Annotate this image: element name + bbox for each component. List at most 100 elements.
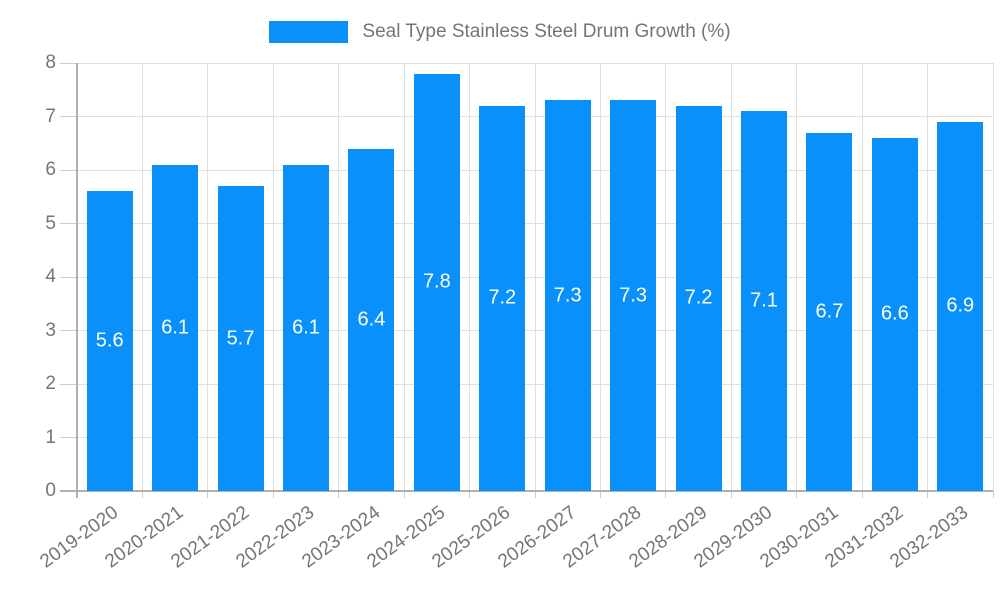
bar-value-label: 7.3 xyxy=(553,284,582,307)
bar: 7.2 xyxy=(479,105,526,491)
y-axis-label: 6 xyxy=(45,159,56,180)
x-axis-label: 2022-2023 xyxy=(232,502,319,573)
y-axis-tick xyxy=(60,437,77,438)
legend-swatch-icon xyxy=(269,21,349,43)
bar-value-label: 5.6 xyxy=(95,329,124,352)
bar: 6.6 xyxy=(871,137,918,491)
bar-value-label: 7.1 xyxy=(750,289,778,312)
y-axis-tick xyxy=(60,116,77,117)
bar-value-label: 7.2 xyxy=(488,286,517,309)
bar-value-label: 6.1 xyxy=(161,316,190,339)
bar-value-label: 6.1 xyxy=(292,316,320,339)
bar: 6.9 xyxy=(937,121,984,491)
h-gridline xyxy=(77,169,993,171)
x-axis-label: 2019-2020 xyxy=(36,502,123,573)
v-gridline xyxy=(730,63,732,491)
bar: 6.1 xyxy=(152,164,199,491)
h-gridline xyxy=(77,437,993,438)
bar: 5.7 xyxy=(217,186,264,491)
x-axis-label: 2030-2031 xyxy=(755,502,842,573)
x-axis-tick xyxy=(207,491,209,498)
bar: 6.7 xyxy=(806,132,853,491)
h-gridline xyxy=(77,62,993,64)
x-axis-label: 2025-2026 xyxy=(428,502,515,573)
y-axis-tick xyxy=(60,169,77,171)
x-axis-label: 2027-2028 xyxy=(559,502,646,573)
x-axis-tick xyxy=(796,491,798,498)
h-gridline xyxy=(77,383,993,385)
y-axis-label: 7 xyxy=(45,105,56,127)
y-axis-label: 8 xyxy=(45,52,56,73)
v-gridline xyxy=(338,63,340,491)
x-axis-tick xyxy=(730,491,732,498)
h-gridline xyxy=(77,276,993,278)
h-gridline xyxy=(77,116,993,117)
bar: 5.6 xyxy=(86,191,133,491)
v-gridline xyxy=(599,63,601,491)
v-gridline xyxy=(403,63,405,491)
bar-value-label: 6.4 xyxy=(357,308,386,331)
bar: 7.1 xyxy=(741,111,787,491)
x-axis-tick xyxy=(141,491,143,498)
x-axis-tick xyxy=(272,491,274,498)
v-gridline xyxy=(534,63,536,491)
x-axis-label: 2023-2024 xyxy=(297,502,384,573)
x-axis-tick xyxy=(992,491,994,498)
v-gridline xyxy=(469,63,471,491)
bar-value-label: 6.9 xyxy=(946,294,975,317)
x-axis-tick xyxy=(534,491,536,498)
x-axis-label: 2031-2032 xyxy=(821,502,908,573)
y-axis-label: 5 xyxy=(45,212,56,234)
y-axis-label: 2 xyxy=(45,373,56,394)
x-axis-tick xyxy=(469,491,471,498)
x-axis-tick xyxy=(665,491,667,498)
bar-value-label: 6.7 xyxy=(815,300,844,323)
x-axis-label: 2024-2025 xyxy=(363,502,450,573)
y-axis-tick xyxy=(60,330,77,331)
v-gridline xyxy=(992,63,994,491)
x-axis-label: 2021-2022 xyxy=(167,502,253,573)
v-gridline xyxy=(927,63,929,491)
bar: 7.3 xyxy=(544,100,591,491)
y-axis-tick xyxy=(60,62,77,64)
bar: 7.3 xyxy=(610,100,657,491)
x-axis-label: 2032-2033 xyxy=(886,502,973,573)
x-axis-label: 2026-2027 xyxy=(494,502,581,573)
bar: 7.8 xyxy=(413,73,460,491)
v-gridline xyxy=(665,63,667,491)
bar-value-label: 7.8 xyxy=(422,270,451,293)
y-axis-tick xyxy=(60,383,77,385)
bar-value-label: 5.7 xyxy=(226,327,255,350)
x-axis-tick xyxy=(599,491,601,498)
v-gridline xyxy=(796,63,798,491)
x-axis-tick xyxy=(927,491,929,498)
x-axis-label: 2029-2030 xyxy=(690,502,777,573)
v-gridline xyxy=(141,63,143,491)
x-axis-tick xyxy=(861,491,863,498)
bar-value-label: 6.6 xyxy=(880,302,909,325)
y-axis-label: 0 xyxy=(45,480,56,501)
v-gridline xyxy=(207,63,209,491)
chart-legend: Seal Type Stainless Steel Drum Growth (%… xyxy=(0,17,1000,47)
legend-label: Seal Type Stainless Steel Drum Growth (%… xyxy=(362,21,731,42)
y-axis-label: 4 xyxy=(45,266,56,287)
v-gridline xyxy=(272,63,274,491)
bar: 7.2 xyxy=(675,105,722,491)
h-gridline xyxy=(77,330,993,331)
x-axis-tick xyxy=(338,491,340,498)
y-axis-line xyxy=(76,63,78,498)
x-axis-label: 2020-2021 xyxy=(101,502,188,573)
x-axis-label: 2028-2029 xyxy=(625,502,711,573)
bar: 6.1 xyxy=(283,164,329,491)
y-axis-label: 3 xyxy=(45,319,56,341)
y-axis-label: 1 xyxy=(45,426,56,448)
bar-value-label: 7.3 xyxy=(619,284,648,307)
v-gridline xyxy=(861,63,863,491)
y-axis-tick xyxy=(60,223,77,224)
x-axis-line xyxy=(60,490,993,492)
x-axis-tick xyxy=(403,491,405,498)
